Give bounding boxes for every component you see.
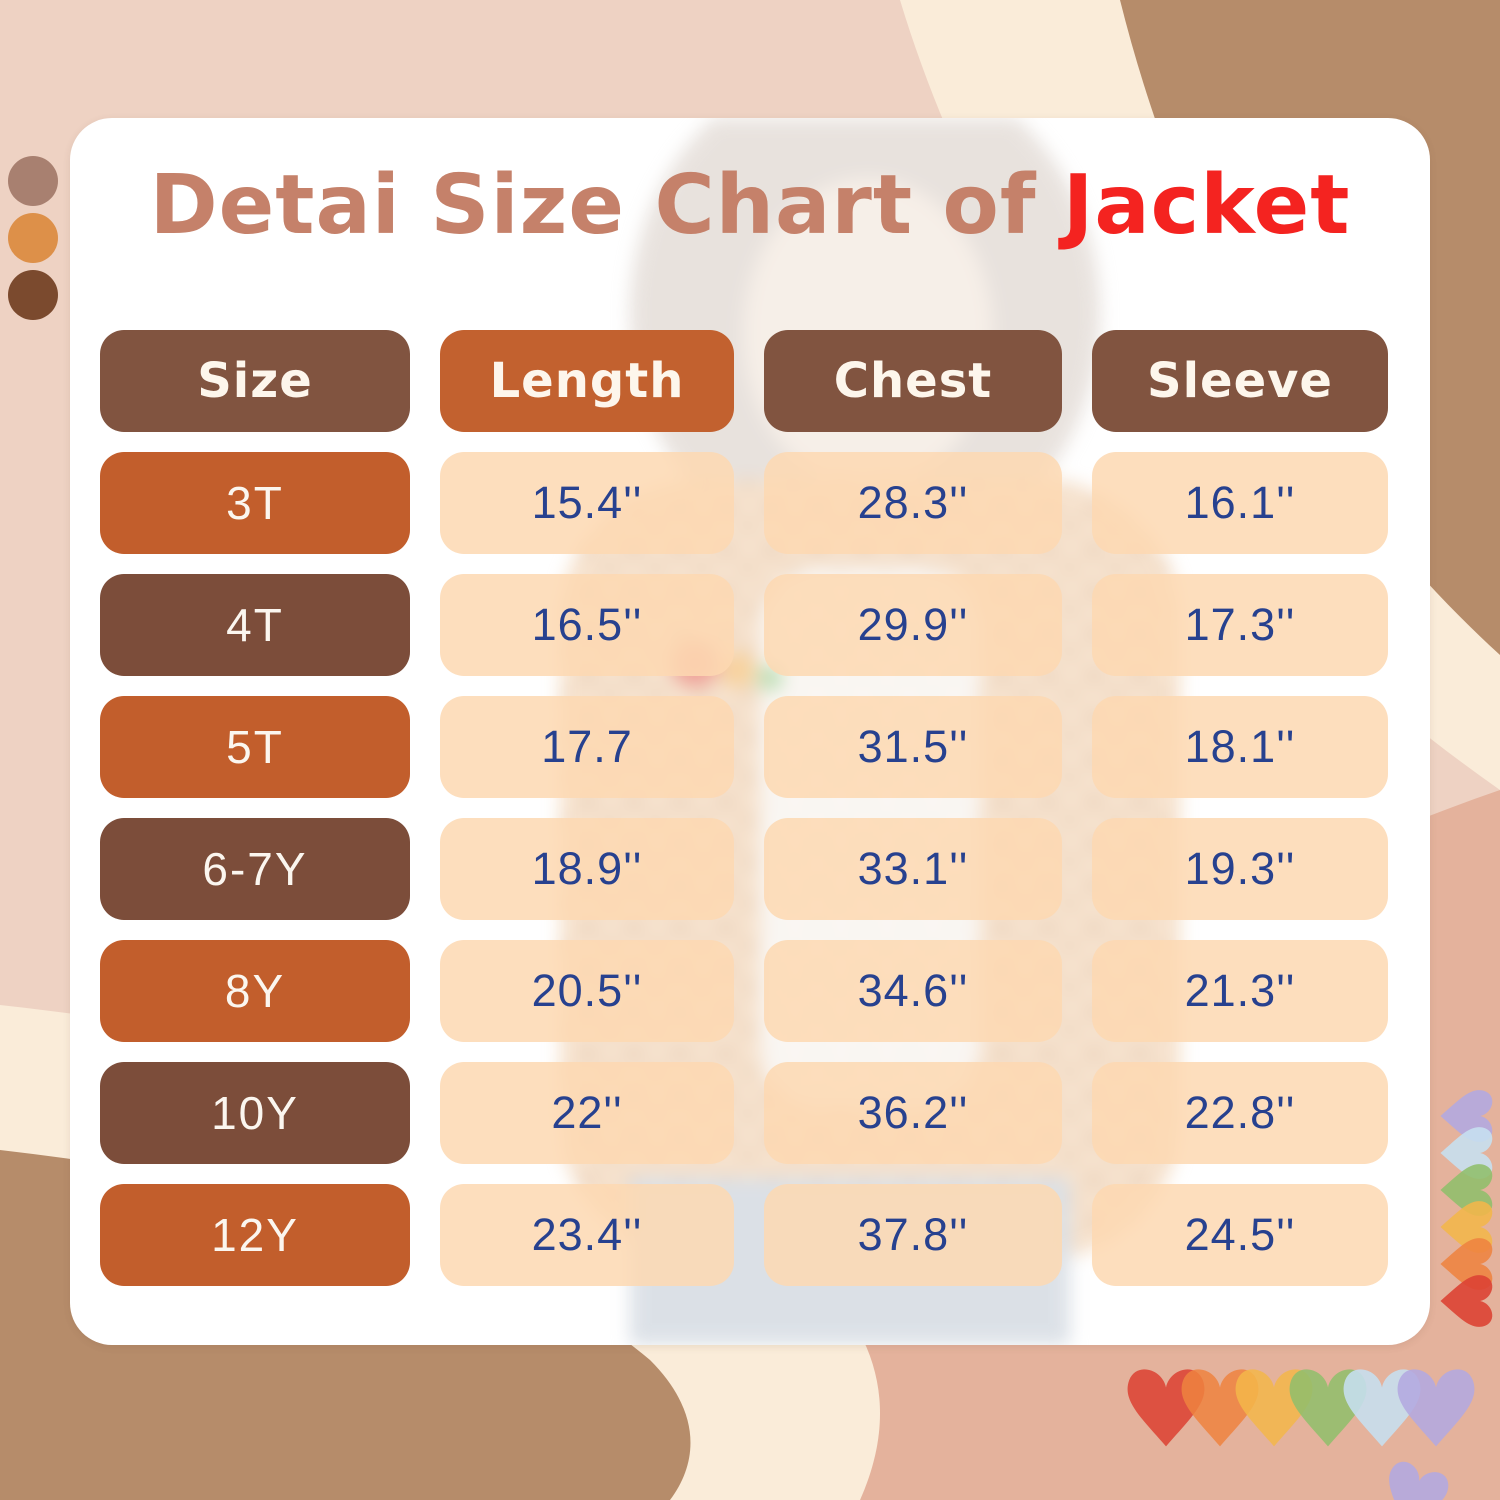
sleeve-cell-10y: 22.8'' — [1092, 1062, 1388, 1164]
palette-dot-mauve — [8, 156, 58, 206]
column-header-chest: Chest — [764, 330, 1062, 432]
page-title: Detai Size Chart of Jacket — [70, 158, 1430, 253]
sleeve-cell-6-7y: 19.3'' — [1092, 818, 1388, 920]
chest-cell-4t: 29.9'' — [764, 574, 1062, 676]
chest-cell-10y: 36.2'' — [764, 1062, 1062, 1164]
length-cell-3t: 15.4'' — [440, 452, 734, 554]
size-cell-12y: 12Y — [100, 1184, 410, 1286]
size-cell-4t: 4T — [100, 574, 410, 676]
length-cell-10y: 22'' — [440, 1062, 734, 1164]
size-chart-table: Size Length Chest Sleeve 3T 15.4'' 28.3'… — [100, 330, 1388, 1286]
sleeve-cell-5t: 18.1'' — [1092, 696, 1388, 798]
length-cell-5t: 17.7 — [440, 696, 734, 798]
size-cell-6-7y: 6-7Y — [100, 818, 410, 920]
sleeve-cell-3t: 16.1'' — [1092, 452, 1388, 554]
length-cell-8y: 20.5'' — [440, 940, 734, 1042]
palette-dot-brown — [8, 270, 58, 320]
sleeve-cell-12y: 24.5'' — [1092, 1184, 1388, 1286]
chest-cell-3t: 28.3'' — [764, 452, 1062, 554]
page-title-highlight: Jacket — [1062, 158, 1351, 253]
page-title-text: Detai Size Chart of — [149, 158, 1037, 253]
length-cell-12y: 23.4'' — [440, 1184, 734, 1286]
chest-cell-6-7y: 33.1'' — [764, 818, 1062, 920]
column-header-sleeve: Sleeve — [1092, 330, 1388, 432]
sleeve-cell-4t: 17.3'' — [1092, 574, 1388, 676]
size-cell-10y: 10Y — [100, 1062, 410, 1164]
length-cell-6-7y: 18.9'' — [440, 818, 734, 920]
column-header-size: Size — [100, 330, 410, 432]
size-cell-8y: 8Y — [100, 940, 410, 1042]
chest-cell-8y: 34.6'' — [764, 940, 1062, 1042]
chest-cell-12y: 37.8'' — [764, 1184, 1062, 1286]
length-cell-4t: 16.5'' — [440, 574, 734, 676]
column-header-length: Length — [440, 330, 734, 432]
sleeve-cell-8y: 21.3'' — [1092, 940, 1388, 1042]
size-cell-5t: 5T — [100, 696, 410, 798]
size-cell-3t: 3T — [100, 452, 410, 554]
chest-cell-5t: 31.5'' — [764, 696, 1062, 798]
palette-dot-orange — [8, 213, 58, 263]
